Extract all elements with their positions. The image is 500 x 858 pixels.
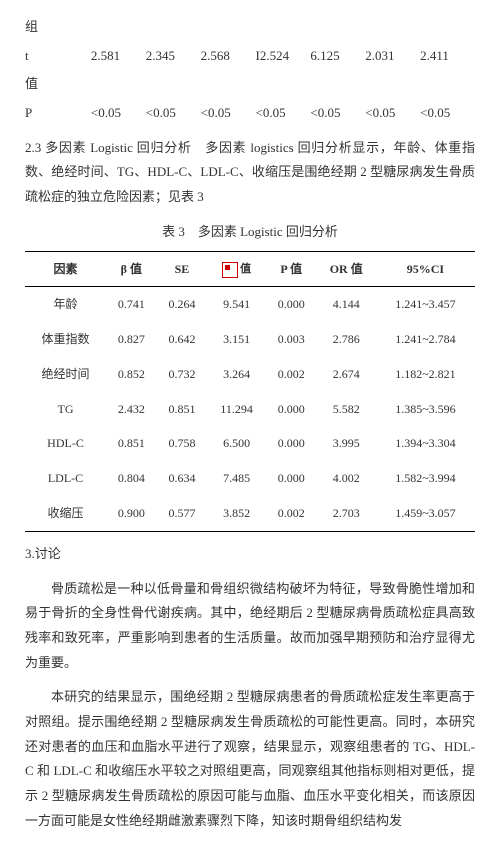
cell: 0.851	[157, 392, 208, 427]
discussion-heading: 3.讨论	[25, 542, 475, 567]
cell: 0.852	[106, 357, 157, 392]
th-wald: 值	[207, 251, 266, 287]
th-se: SE	[157, 251, 208, 287]
p-row: P <0.05 <0.05 <0.05 <0.05 <0.05 <0.05 <0…	[25, 101, 475, 126]
cell: TG	[25, 392, 106, 427]
cell: 0.000	[266, 392, 317, 427]
table-row: TG 2.432 0.851 11.294 0.000 5.582 1.385~…	[25, 392, 475, 427]
th-ci: 95%CI	[376, 251, 475, 287]
cell: 0.002	[266, 496, 317, 531]
th-factor: 因素	[25, 251, 106, 287]
cell: 0.758	[157, 426, 208, 461]
th-p: P 值	[266, 251, 317, 287]
cell: 3.151	[207, 322, 266, 357]
cell: 5.582	[317, 392, 376, 427]
discussion-p1: 骨质疏松是一种以低骨量和骨组织微结构破坏为特征，导致骨脆性增加和易于骨折的全身性…	[25, 577, 475, 676]
wald-icon	[222, 262, 238, 278]
t-val: I2.524	[255, 44, 310, 69]
p-val: <0.05	[91, 101, 146, 126]
cell: 7.485	[207, 461, 266, 496]
table3-header-row: 因素 β 值 SE 值 P 值 OR 值 95%CI	[25, 251, 475, 287]
cell: 0.642	[157, 322, 208, 357]
th-beta: β 值	[106, 251, 157, 287]
mid-label: 值	[25, 72, 475, 97]
cell: 0.000	[266, 287, 317, 322]
t-val: 2.031	[365, 44, 420, 69]
cell: 2.674	[317, 357, 376, 392]
cell: 0.732	[157, 357, 208, 392]
t-row: t 2.581 2.345 2.568 I2.524 6.125 2.031 2…	[25, 44, 475, 69]
table3: 因素 β 值 SE 值 P 值 OR 值 95%CI 年龄 0.741 0.26…	[25, 251, 475, 532]
t-val: 2.411	[420, 44, 475, 69]
cell: 0.900	[106, 496, 157, 531]
cell: 1.582~3.994	[376, 461, 475, 496]
table-row: 收缩压 0.900 0.577 3.852 0.002 2.703 1.459~…	[25, 496, 475, 531]
cell: 0.851	[106, 426, 157, 461]
pre-line0: 组	[25, 15, 475, 40]
p-val: <0.05	[146, 101, 201, 126]
p-val: <0.05	[420, 101, 475, 126]
discussion-p2: 本研究的结果显示，围绝经期 2 型糖尿病患者的骨质疏松症发生率更高于对照组。提示…	[25, 685, 475, 833]
cell: 9.541	[207, 287, 266, 322]
cell: 3.264	[207, 357, 266, 392]
wald-label: 值	[240, 259, 251, 280]
p-val: <0.05	[201, 101, 256, 126]
cell: 绝经时间	[25, 357, 106, 392]
cell: 1.241~2.784	[376, 322, 475, 357]
table-row: 绝经时间 0.852 0.732 3.264 0.002 2.674 1.182…	[25, 357, 475, 392]
cell: 2.786	[317, 322, 376, 357]
cell: 0.804	[106, 461, 157, 496]
cell: 0.634	[157, 461, 208, 496]
p-val: <0.05	[255, 101, 310, 126]
table-row: 体重指数 0.827 0.642 3.151 0.003 2.786 1.241…	[25, 322, 475, 357]
p-label: P	[25, 101, 91, 126]
cell: 11.294	[207, 392, 266, 427]
cell: 体重指数	[25, 322, 106, 357]
th-or: OR 值	[317, 251, 376, 287]
cell: 1.394~3.304	[376, 426, 475, 461]
cell: 0.002	[266, 357, 317, 392]
cell: 3.995	[317, 426, 376, 461]
cell: 2.703	[317, 496, 376, 531]
table-row: 年龄 0.741 0.264 9.541 0.000 4.144 1.241~3…	[25, 287, 475, 322]
cell: 0.264	[157, 287, 208, 322]
table-row: HDL-C 0.851 0.758 6.500 0.000 3.995 1.39…	[25, 426, 475, 461]
cell: 收缩压	[25, 496, 106, 531]
cell: 3.852	[207, 496, 266, 531]
cell: 0.000	[266, 426, 317, 461]
t-label: t	[25, 44, 91, 69]
t-val: 2.345	[146, 44, 201, 69]
cell: LDL-C	[25, 461, 106, 496]
table-row: LDL-C 0.804 0.634 7.485 0.000 4.002 1.58…	[25, 461, 475, 496]
cell: 0.827	[106, 322, 157, 357]
cell: 0.577	[157, 496, 208, 531]
table3-caption: 表 3 多因素 Logistic 回归分析	[25, 220, 475, 245]
t-val: 2.568	[201, 44, 256, 69]
cell: 6.500	[207, 426, 266, 461]
cell: 2.432	[106, 392, 157, 427]
p-val: <0.05	[365, 101, 420, 126]
cell: 4.002	[317, 461, 376, 496]
cell: 0.003	[266, 322, 317, 357]
cell: HDL-C	[25, 426, 106, 461]
cell: 年龄	[25, 287, 106, 322]
t-val: 2.581	[91, 44, 146, 69]
cell: 1.182~2.821	[376, 357, 475, 392]
cell: 0.741	[106, 287, 157, 322]
cell: 1.385~3.596	[376, 392, 475, 427]
t-val: 6.125	[310, 44, 365, 69]
cell: 0.000	[266, 461, 317, 496]
cell: 1.241~3.457	[376, 287, 475, 322]
cell: 1.459~3.057	[376, 496, 475, 531]
p-val: <0.05	[310, 101, 365, 126]
cell: 4.144	[317, 287, 376, 322]
section-2-3: 2.3 多因素 Logistic 回归分析 多因素 logistics 回归分析…	[25, 136, 475, 210]
